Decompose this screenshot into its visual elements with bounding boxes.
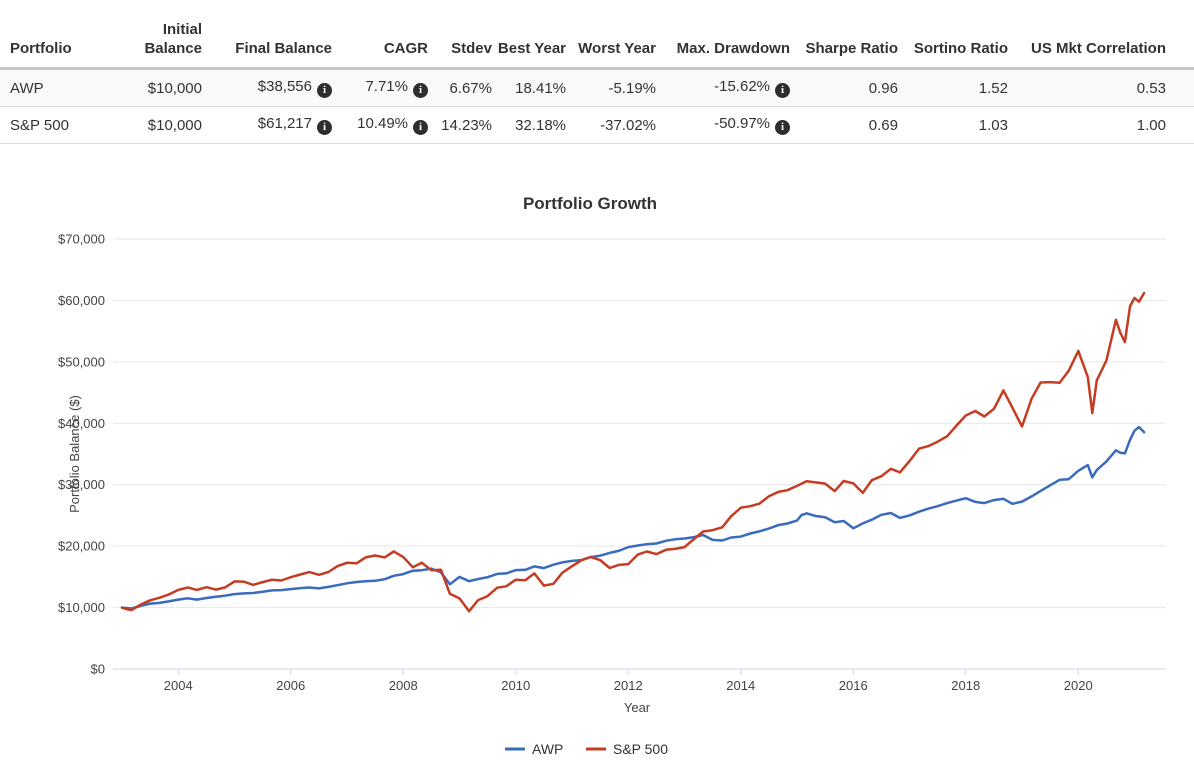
y-tick-label: $0 (91, 662, 105, 677)
worst-year-value: -5.19% (566, 68, 656, 107)
column-header-worst-year: Worst Year (566, 6, 656, 70)
x-tick-label: 2008 (389, 678, 418, 693)
max-drawdown-cell: -15.62% i (656, 68, 790, 107)
cagr-value: 10.49% (357, 115, 408, 132)
portfolio-name: S&P 500 (10, 106, 130, 144)
x-tick-label: 2020 (1064, 678, 1093, 693)
worst-year-value: -37.02% (566, 106, 656, 144)
initial-balance-value: $10,000 (130, 106, 202, 144)
y-axis-tick-labels: $0 $10,000 $20,000 $30,000 $40,000 $50,000 $60… (58, 232, 105, 677)
y-tick-label: $70,000 (58, 232, 105, 247)
y-tick-label: $20,000 (58, 539, 105, 554)
info-icon[interactable]: i (413, 120, 428, 135)
x-tick-label: 2014 (726, 678, 755, 693)
column-header-portfolio: Portfolio (10, 6, 130, 70)
cagr-cell: 10.49% i (332, 106, 428, 144)
info-icon[interactable]: i (775, 83, 790, 98)
chart-legend: AWP S&P 500 (505, 741, 668, 757)
y-tick-label: $30,000 (58, 477, 105, 492)
x-tick-label: 2004 (164, 678, 193, 693)
final-balance-value: $38,556 (257, 78, 312, 95)
cagr-cell: 7.71% i (332, 68, 428, 107)
legend-item-awp[interactable]: AWP (505, 741, 563, 757)
y-tick-label: $10,000 (58, 600, 105, 615)
table-row-awp: AWP $10,000 $38,556 i 7.71% i 6.67% 18.41%… (0, 68, 1194, 107)
x-tick-label: 2006 (276, 678, 305, 693)
best-year-value: 32.18% (492, 106, 566, 144)
cagr-value: 7.71% (365, 78, 408, 95)
initial-balance-value: $10,000 (130, 68, 202, 107)
info-icon[interactable]: i (317, 83, 332, 98)
stdev-value: 6.67% (428, 68, 492, 107)
us-mkt-correlation-value: 1.00 (1008, 106, 1166, 144)
y-axis-title: Portfolio Balance ($) (67, 395, 82, 513)
gridlines (113, 238, 1166, 670)
column-header-sortino-ratio: Sortino Ratio (898, 6, 1008, 70)
x-tick-label: 2010 (501, 678, 530, 693)
max-drawdown-cell: -50.97% i (656, 106, 790, 144)
column-header-stdev: Stdev (428, 6, 492, 70)
column-header-initial-balance: Initial Balance (130, 6, 202, 70)
x-axis-title: Year (624, 700, 651, 715)
stdev-value: 14.23% (428, 106, 492, 144)
legend-label-awp: AWP (532, 741, 563, 757)
y-tick-label: $50,000 (58, 354, 105, 369)
table-header-row: Portfolio Initial Balance Final Balance … (0, 6, 1194, 70)
x-tick-label: 2012 (614, 678, 643, 693)
final-balance-value: $61,217 (257, 115, 312, 132)
column-header-max-drawdown: Max. Drawdown (656, 6, 790, 70)
x-tick-label: 2016 (839, 678, 868, 693)
sharpe-ratio-value: 0.96 (790, 68, 898, 107)
info-icon[interactable]: i (413, 83, 428, 98)
column-header-best-year: Best Year (492, 6, 566, 70)
x-tick-label: 2018 (951, 678, 980, 693)
y-tick-label: $40,000 (58, 416, 105, 431)
max-drawdown-value: -15.62% (714, 78, 770, 95)
chart-series (120, 291, 1146, 613)
column-header-final-balance: Final Balance (202, 6, 332, 70)
sortino-ratio-value: 1.52 (898, 68, 1008, 107)
table-row-sp500: S&P 500 $10,000 $61,217 i 10.49% i 14.23% … (0, 106, 1194, 144)
final-balance-cell: $38,556 i (202, 68, 332, 107)
legend-item-sp500[interactable]: S&P 500 (586, 741, 668, 757)
y-tick-label: $60,000 (58, 293, 105, 308)
legend-label-sp500: S&P 500 (613, 741, 668, 757)
performance-summary-table: Portfolio Initial Balance Final Balance … (0, 6, 1194, 144)
info-icon[interactable]: i (775, 120, 790, 135)
series-line-s-p-500[interactable] (120, 291, 1146, 613)
series-line-awp[interactable] (120, 425, 1146, 610)
chart-title: Portfolio Growth (523, 194, 657, 213)
us-mkt-correlation-value: 0.53 (1008, 68, 1166, 107)
final-balance-cell: $61,217 i (202, 106, 332, 144)
column-header-cagr: CAGR (332, 6, 428, 70)
x-axis-tick-labels: 2004 2006 2008 2010 2012 2014 2016 2018 2020 (164, 669, 1093, 693)
info-icon[interactable]: i (317, 120, 332, 135)
best-year-value: 18.41% (492, 68, 566, 107)
column-header-us-mkt-correlation: US Mkt Correlation (1008, 6, 1166, 70)
max-drawdown-value: -50.97% (714, 115, 770, 132)
portfolio-name: AWP (10, 68, 130, 107)
sortino-ratio-value: 1.03 (898, 106, 1008, 144)
sharpe-ratio-value: 0.69 (790, 106, 898, 144)
column-header-sharpe-ratio: Sharpe Ratio (790, 6, 898, 70)
